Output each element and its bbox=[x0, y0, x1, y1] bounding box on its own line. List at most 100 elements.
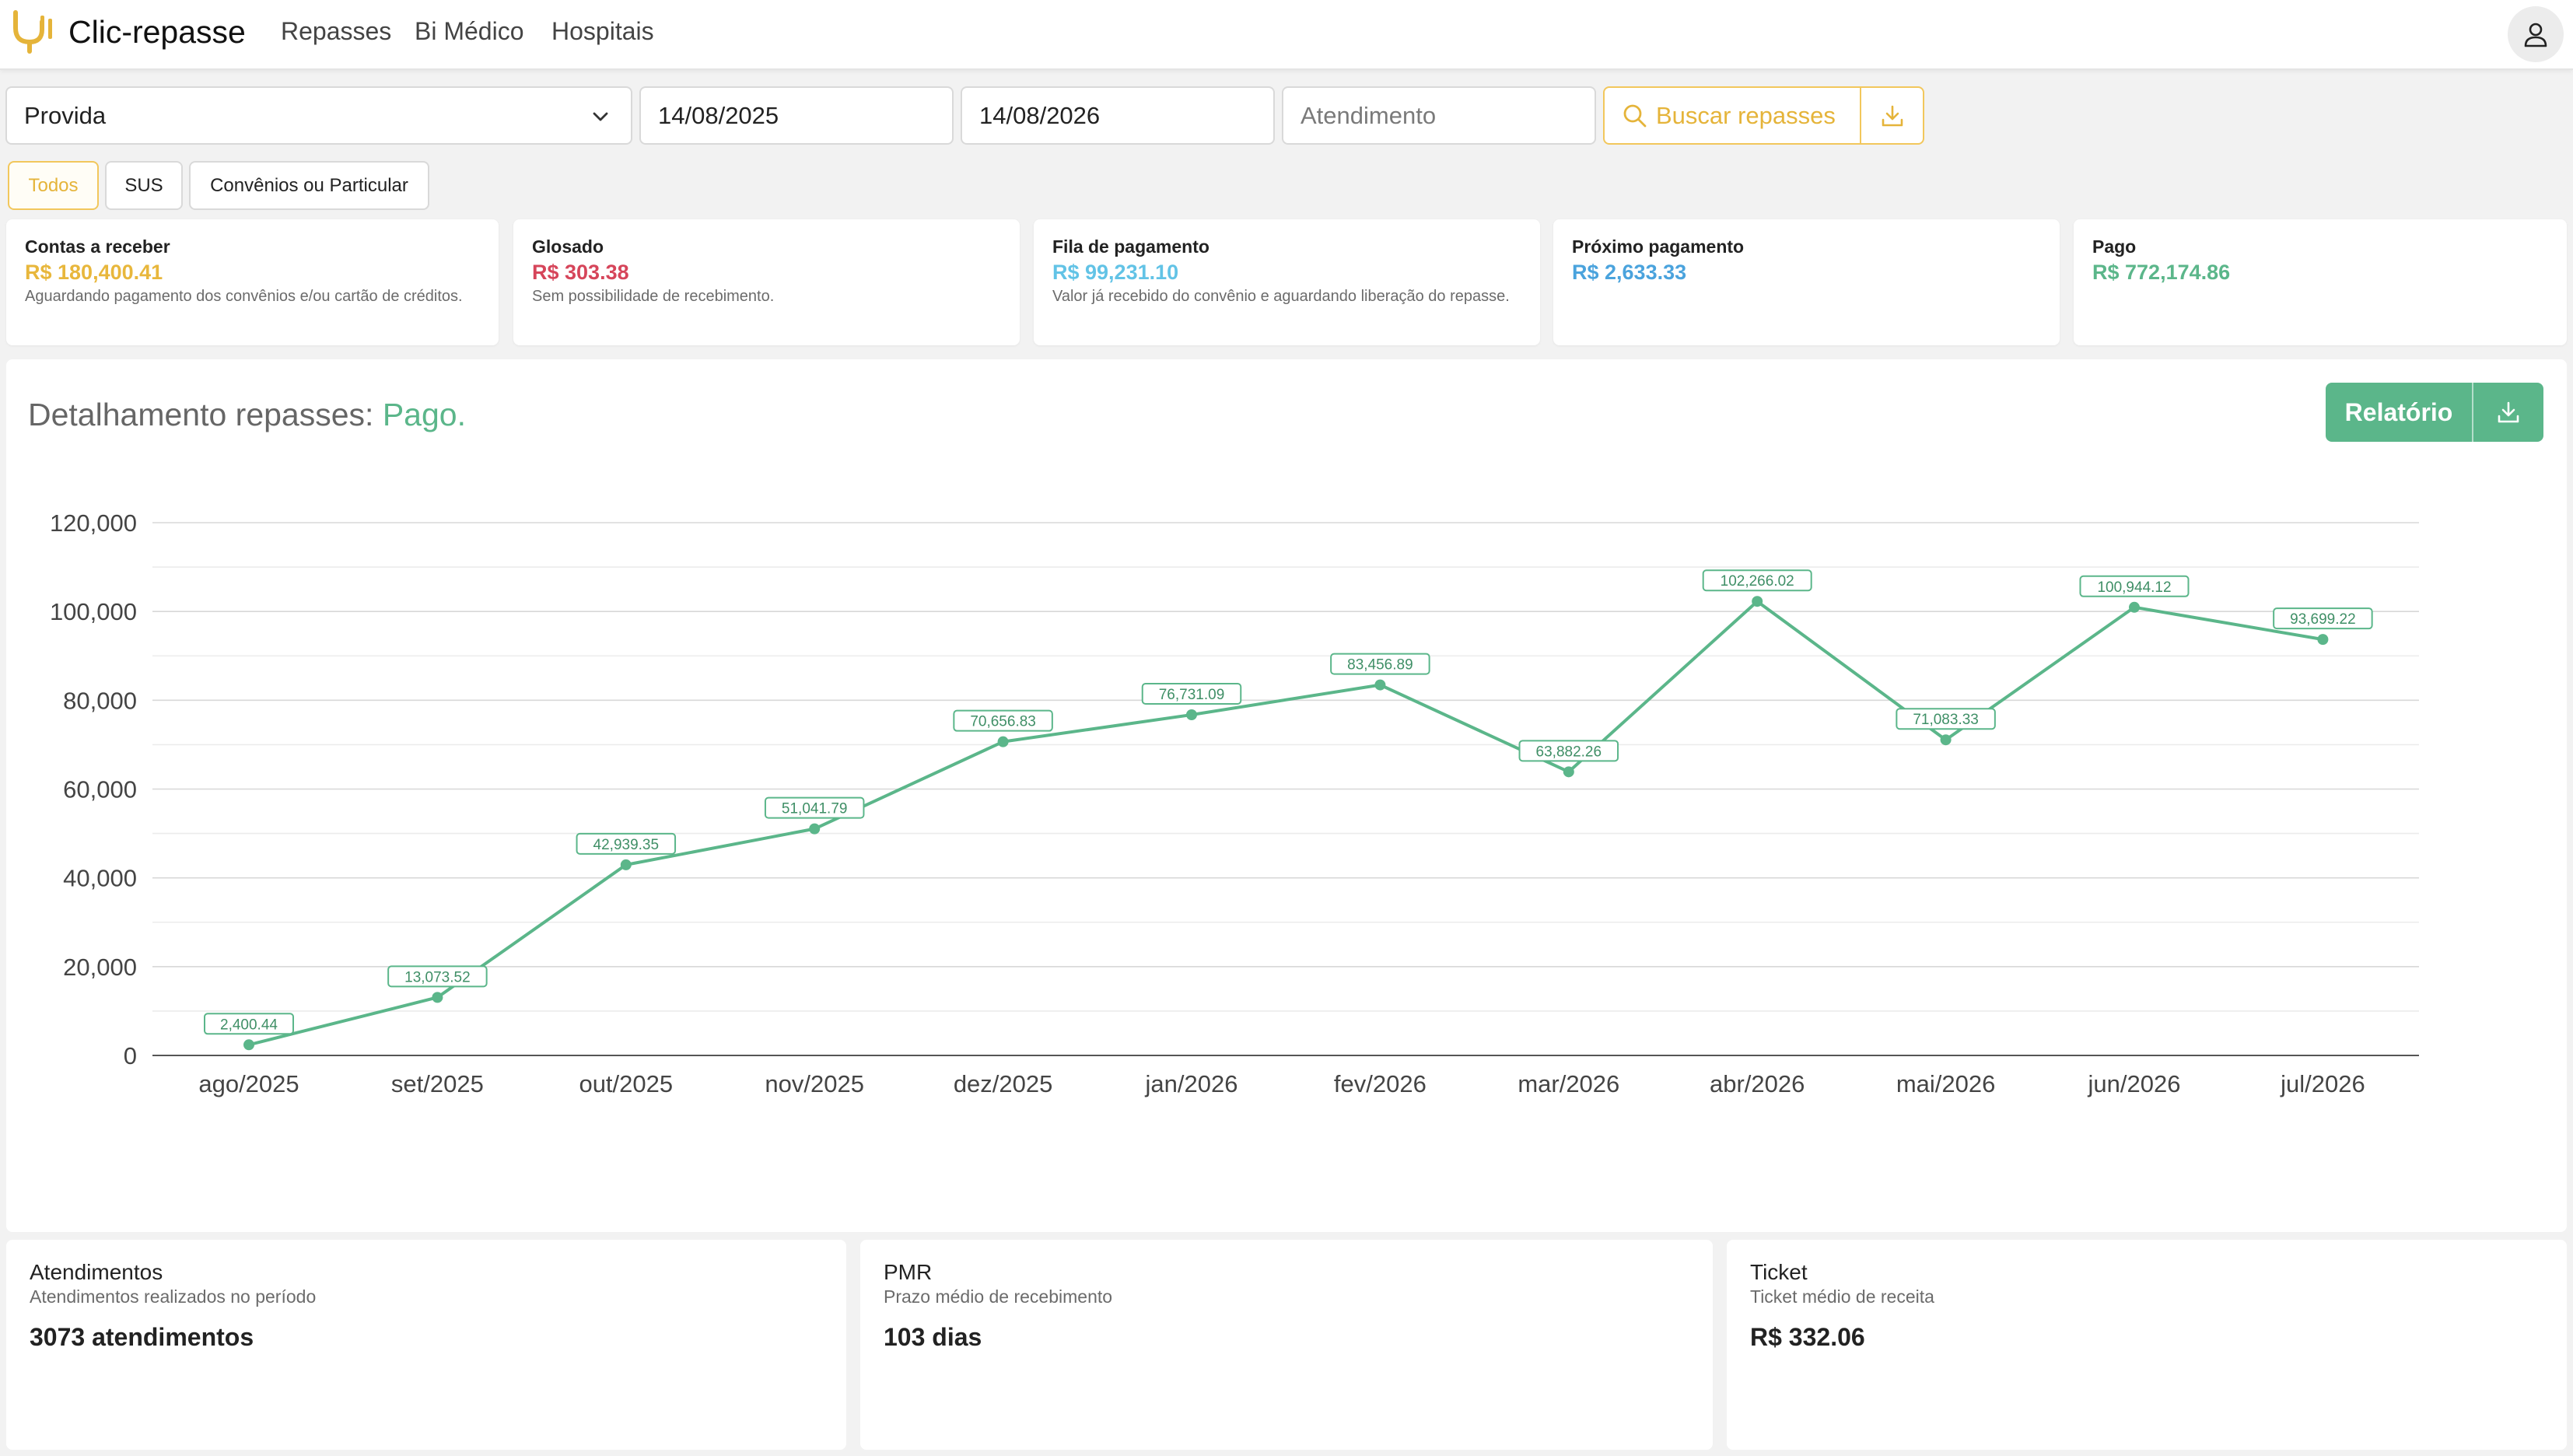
tab-todos[interactable]: Todos bbox=[8, 161, 99, 210]
report-button-group: Relatório bbox=[2326, 383, 2543, 442]
data-label: 102,266.02 bbox=[1721, 573, 1794, 590]
kpi-value: 3073 atendimentos bbox=[30, 1323, 254, 1351]
data-label-box bbox=[1330, 653, 1430, 675]
card-title: Glosado bbox=[532, 236, 604, 257]
tab-sus[interactable]: SUS bbox=[105, 161, 183, 210]
data-label-box bbox=[576, 832, 677, 855]
card-value: R$ 2,633.33 bbox=[1572, 261, 1687, 284]
y-tick-label: 60,000 bbox=[63, 776, 137, 803]
data-label: 51,041.79 bbox=[782, 801, 848, 817]
chevron-down-icon bbox=[593, 112, 608, 121]
download-icon bbox=[2498, 401, 2519, 423]
kpi-card-pmr: PMR Prazo médio de recebimento 103 dias bbox=[860, 1240, 1713, 1450]
x-tick-label: jan/2026 bbox=[1145, 1070, 1238, 1097]
card-description: Valor já recebido do convênio e aguardan… bbox=[1052, 288, 1510, 305]
card-description: Aguardando pagamento dos convênios e/ou … bbox=[25, 288, 463, 305]
y-tick-label: 40,000 bbox=[63, 865, 137, 892]
report-button[interactable]: Relatório bbox=[2326, 383, 2473, 442]
kpi-title: PMR bbox=[884, 1260, 933, 1284]
search-button[interactable]: Buscar repasses bbox=[1605, 88, 1861, 143]
brand-name[interactable]: Clic-repasse bbox=[68, 14, 246, 50]
data-label-box bbox=[1518, 740, 1619, 762]
user-icon bbox=[2524, 23, 2547, 47]
data-label-box bbox=[387, 965, 488, 988]
report-download-button[interactable] bbox=[2473, 383, 2543, 442]
detail-panel: Detalhamento repasses: Pago. Relatório 0… bbox=[6, 359, 2567, 1232]
stethoscope-icon[interactable] bbox=[9, 8, 58, 56]
nav-repasses[interactable]: Repasses bbox=[281, 17, 392, 45]
kpi-value: R$ 332.06 bbox=[1750, 1323, 1865, 1351]
date-end-input[interactable]: 14/08/2026 bbox=[961, 86, 1275, 145]
data-label-box bbox=[1141, 682, 1242, 705]
data-point bbox=[2129, 601, 2140, 613]
x-tick-label: mar/2026 bbox=[1518, 1070, 1619, 1097]
data-point bbox=[1940, 734, 1952, 746]
data-point bbox=[432, 992, 443, 1003]
data-label-box bbox=[953, 709, 1053, 732]
data-label: 13,073.52 bbox=[404, 969, 471, 985]
data-point bbox=[1374, 679, 1386, 691]
date-start-value: 14/08/2025 bbox=[658, 101, 779, 129]
summary-card-contas-a-receber: Contas a receber R$ 180,400.41 Aguardand… bbox=[6, 219, 499, 345]
data-label: 76,731.09 bbox=[1159, 687, 1225, 703]
hospital-select[interactable]: Provida bbox=[5, 86, 632, 145]
card-description: Sem possibilidade de recebimento. bbox=[532, 288, 775, 305]
data-label: 42,939.35 bbox=[593, 837, 660, 853]
data-label-box bbox=[204, 1013, 294, 1035]
nav-hospitais[interactable]: Hospitais bbox=[551, 17, 654, 45]
line-chart: 0 20,000 40,000 60,000 80,000 100,000 120,000 a… bbox=[50, 509, 2419, 1097]
data-label-box bbox=[2079, 575, 2190, 597]
kpi-card-atendimentos: Atendimentos Atendimentos realizados no … bbox=[6, 1240, 846, 1450]
kpi-title: Atendimentos bbox=[30, 1260, 163, 1284]
y-tick-label: 100,000 bbox=[50, 598, 137, 625]
date-start-input[interactable]: 14/08/2025 bbox=[639, 86, 954, 145]
data-label-box bbox=[1702, 569, 1812, 592]
kpi-card-ticket: Ticket Ticket médio de receita R$ 332.06 bbox=[1727, 1240, 2567, 1450]
x-tick-label: abr/2026 bbox=[1710, 1070, 1805, 1097]
data-point bbox=[809, 823, 821, 835]
tab-convenios[interactable]: Convênios ou Particular bbox=[189, 161, 429, 210]
data-point bbox=[1752, 596, 1763, 607]
data-point bbox=[1186, 709, 1197, 720]
x-tick-label: ago/2025 bbox=[198, 1070, 299, 1097]
x-tick-label: mai/2026 bbox=[1896, 1070, 1996, 1097]
card-title: Fila de pagamento bbox=[1052, 236, 1209, 257]
data-point bbox=[243, 1039, 254, 1051]
atendimento-placeholder: Atendimento bbox=[1301, 101, 1437, 129]
hospital-select-value: Provida bbox=[24, 101, 107, 129]
search-button-group: Buscar repasses bbox=[1603, 86, 1924, 145]
card-title: Próximo pagamento bbox=[1572, 236, 1745, 257]
card-value: R$ 180,400.41 bbox=[25, 261, 163, 284]
search-icon bbox=[1623, 104, 1647, 127]
kpi-subtitle: Prazo médio de recebimento bbox=[884, 1286, 1113, 1307]
data-point bbox=[997, 736, 1009, 747]
nav-bi-medico[interactable]: Bi Médico bbox=[415, 17, 524, 45]
data-label: 100,944.12 bbox=[2097, 579, 2171, 596]
data-label: 93,699.22 bbox=[2290, 611, 2356, 628]
detail-title: Detalhamento repasses: Pago. bbox=[28, 397, 466, 433]
download-icon bbox=[1882, 105, 1903, 126]
y-tick-label: 0 bbox=[124, 1042, 137, 1069]
summary-card-fila-de-pagamento: Fila de pagamento R$ 99,231.10 Valor já … bbox=[1034, 219, 1540, 345]
export-download-button[interactable] bbox=[1861, 88, 1923, 143]
x-tick-label: out/2025 bbox=[579, 1070, 673, 1097]
series-line bbox=[248, 600, 2323, 1047]
data-label: 83,456.89 bbox=[1347, 657, 1413, 674]
data-label-box bbox=[764, 796, 865, 819]
user-menu-button[interactable] bbox=[2508, 6, 2564, 62]
summary-card-proximo-pagamento: Próximo pagamento R$ 2,633.33 bbox=[1553, 219, 2060, 345]
y-tick-label: 20,000 bbox=[63, 954, 137, 981]
atendimento-input[interactable]: Atendimento bbox=[1282, 86, 1596, 145]
detail-title-label: Detalhamento repasses: bbox=[28, 397, 374, 432]
x-tick-label: fev/2026 bbox=[1334, 1070, 1427, 1097]
search-button-label: Buscar repasses bbox=[1656, 101, 1836, 129]
detail-status: Pago. bbox=[382, 397, 466, 432]
kpi-title: Ticket bbox=[1750, 1260, 1808, 1284]
x-tick-label: nov/2025 bbox=[765, 1070, 864, 1097]
card-value: R$ 303.38 bbox=[532, 261, 629, 284]
data-point bbox=[1563, 766, 1574, 778]
data-label: 70,656.83 bbox=[970, 714, 1036, 730]
top-header: Clic-repasse Repasses Bi Médico Hospitai… bbox=[0, 0, 2573, 70]
data-label: 2,400.44 bbox=[220, 1017, 278, 1033]
data-point bbox=[2317, 634, 2329, 646]
